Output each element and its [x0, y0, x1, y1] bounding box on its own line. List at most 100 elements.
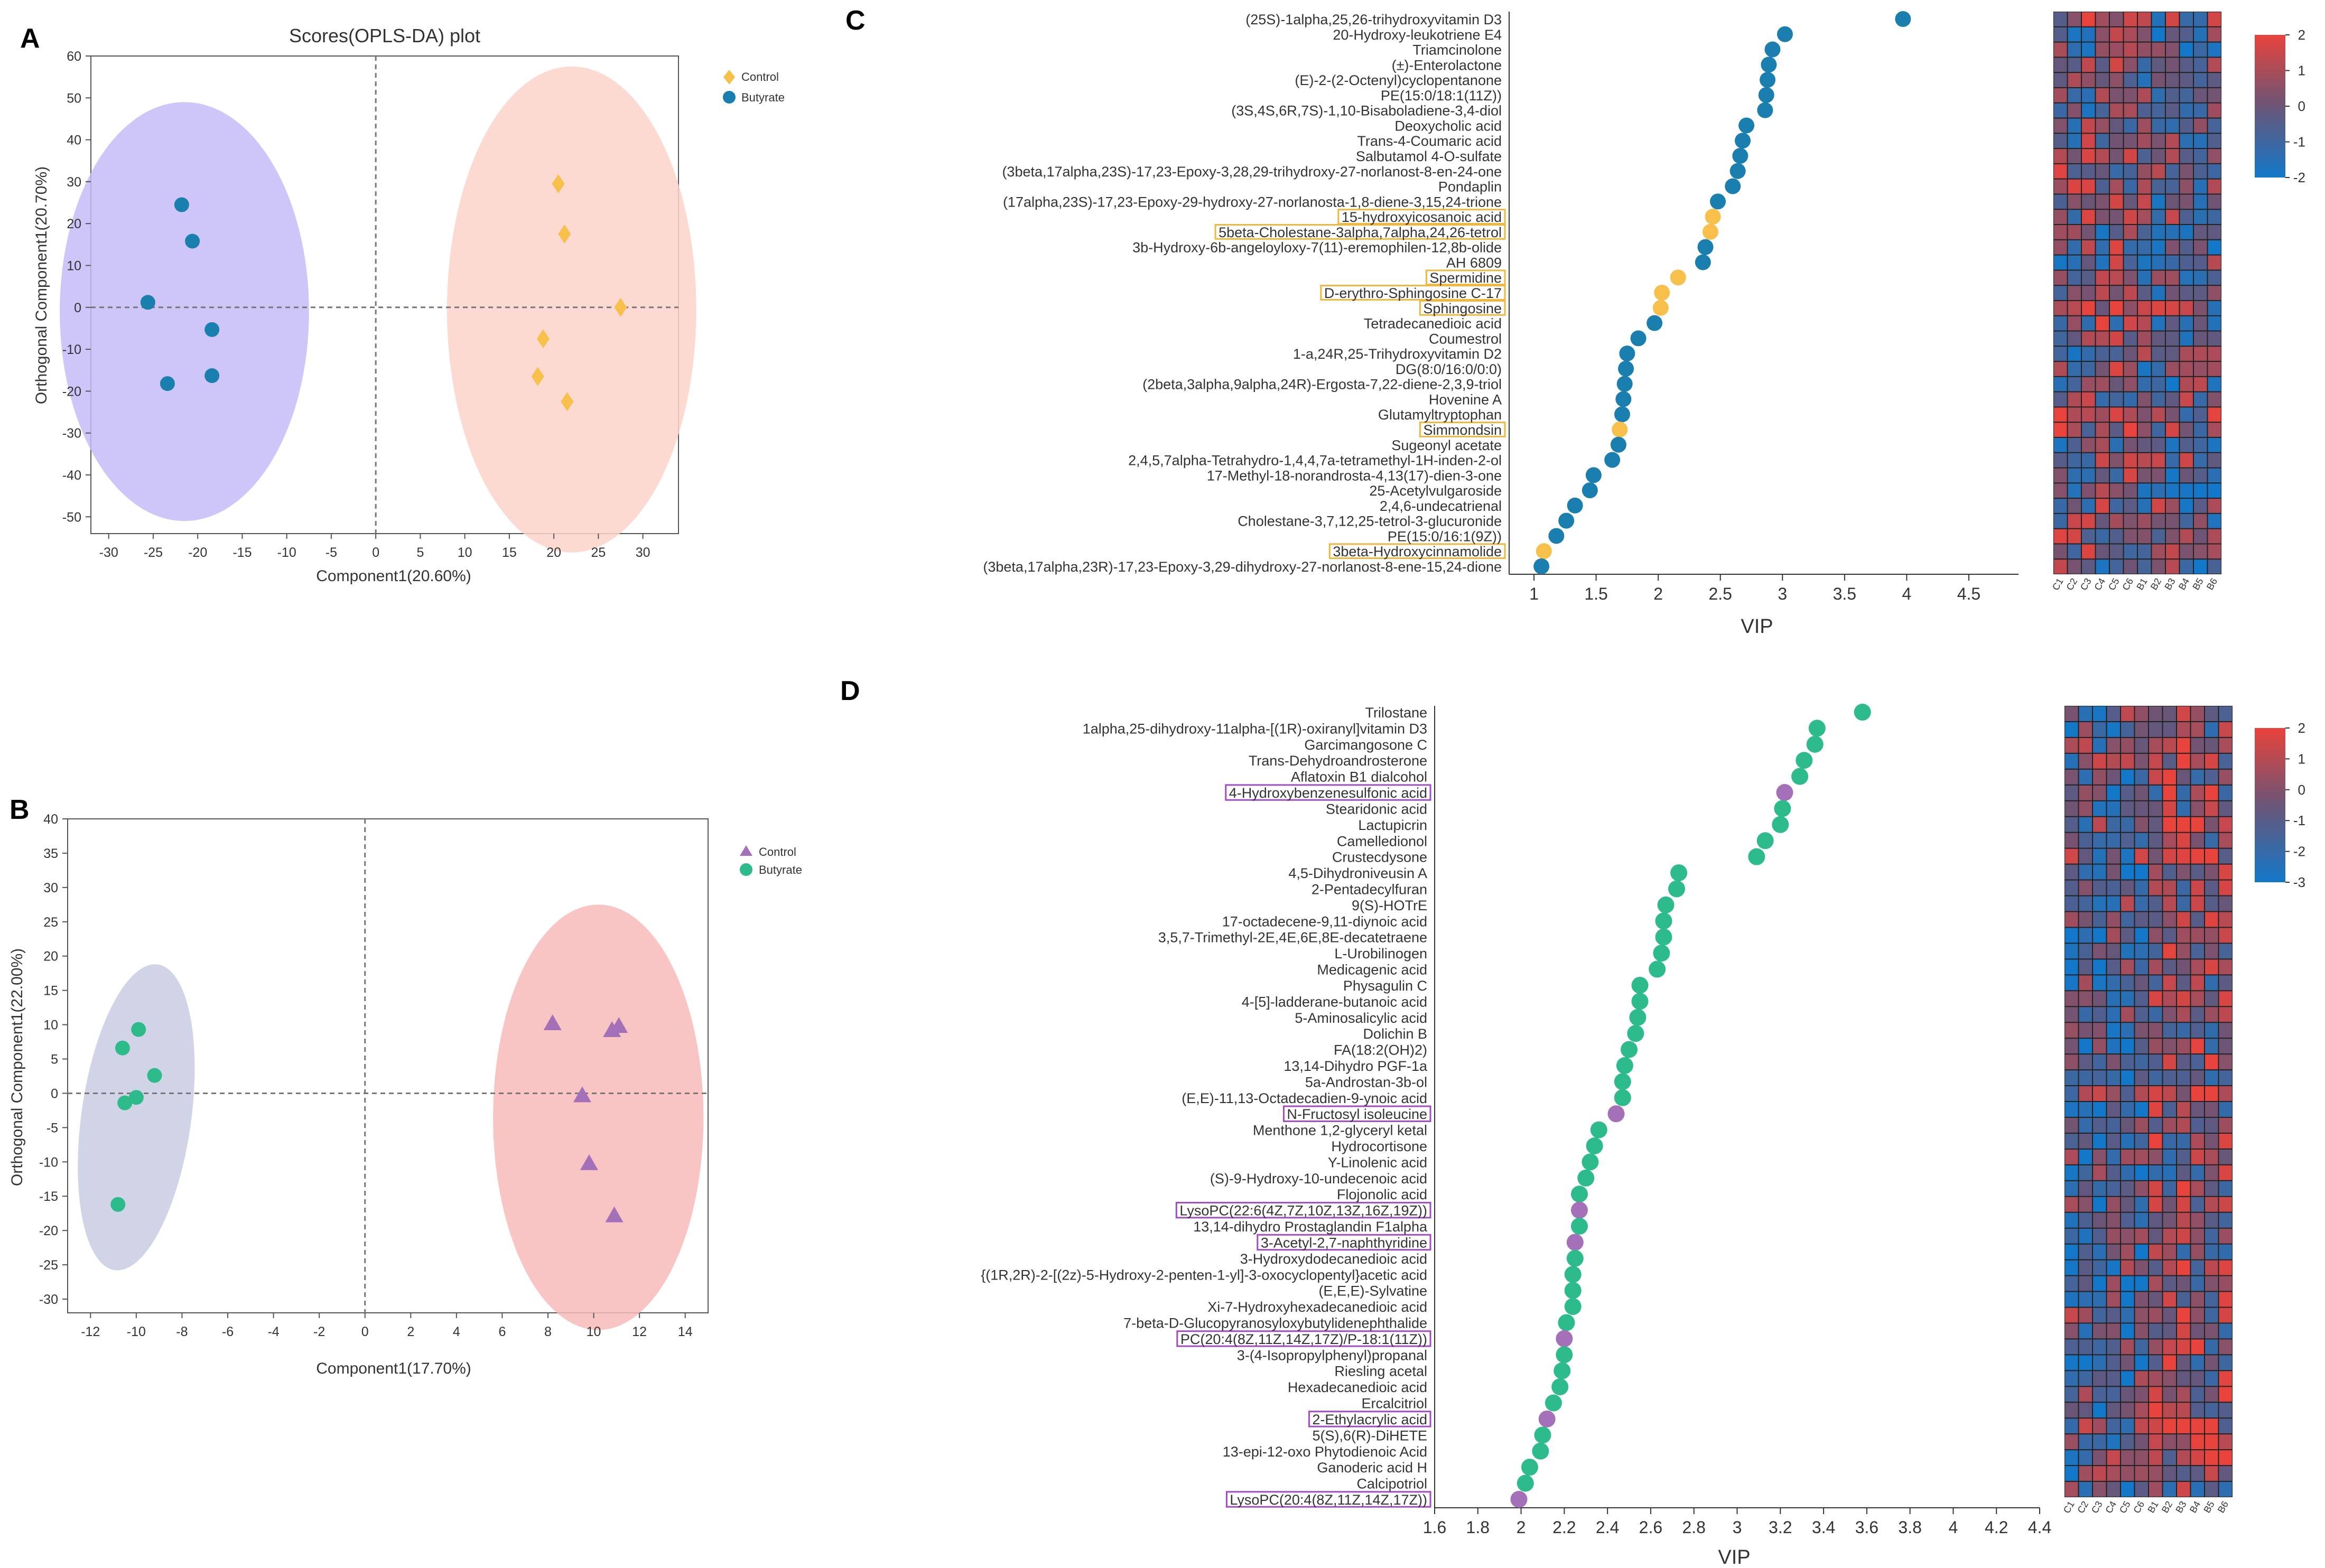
heatmap-cell	[2191, 1403, 2204, 1418]
heatmap-cell	[2180, 270, 2193, 285]
heatmap-column-label: C4	[2092, 576, 2107, 592]
heatmap-cell	[2082, 42, 2095, 57]
heatmap-cell	[2205, 1070, 2218, 1086]
heatmap-cell	[2149, 769, 2162, 785]
heatmap-cell	[2191, 1276, 2204, 1291]
heatmap-cell	[2191, 1181, 2204, 1196]
colorbar-tick-label: -3	[2293, 874, 2305, 890]
heatmap-cell	[2135, 1181, 2148, 1196]
heatmap-cell	[2194, 255, 2207, 270]
heatmap-cell	[2124, 468, 2137, 483]
heatmap-cell	[2096, 499, 2109, 513]
heatmap-cell	[2079, 1260, 2092, 1275]
heatmap-cell	[2191, 738, 2204, 753]
heatmap-cell	[2065, 1023, 2078, 1038]
heatmap-cell	[2110, 194, 2123, 209]
heatmap-cell	[2219, 1339, 2232, 1355]
heatmap-cell	[2149, 1244, 2162, 1259]
heatmap-cell	[2093, 1070, 2106, 1086]
heatmap-cell	[2180, 437, 2193, 452]
heatmap-cell	[2149, 833, 2162, 848]
heatmap-cell	[2093, 928, 2106, 943]
heatmap-cell	[2121, 1102, 2134, 1117]
heatmap-cell	[2093, 1117, 2106, 1133]
heatmap-cell	[2068, 73, 2081, 87]
heatmap-cell	[2138, 362, 2151, 376]
panel-b-zero-lines	[68, 819, 708, 1313]
heatmap-cell	[2096, 544, 2109, 559]
heatmap-cell	[2191, 1086, 2204, 1101]
colorbar-gradient	[2255, 35, 2285, 178]
heatmap-cell	[2219, 1133, 2232, 1149]
heatmap-cell	[2180, 255, 2193, 270]
heatmap-cell	[2138, 468, 2151, 483]
heatmap-cell	[2180, 544, 2193, 559]
heatmap-cell	[2068, 514, 2081, 528]
panel-b-ellipses	[78, 904, 704, 1330]
heatmap-cell	[2107, 1323, 2120, 1339]
heatmap-cell	[2208, 437, 2221, 452]
vip-tick-label: 1.5	[1584, 584, 1607, 603]
heatmap-cell	[2138, 529, 2151, 544]
metabolite-label: Cholestane-3,7,12,25-tetrol-3-glucuronid…	[1238, 514, 1502, 529]
x-tick-label: 14	[678, 1324, 693, 1339]
heatmap-cell	[2124, 225, 2137, 239]
heatmap-cell	[2096, 149, 2109, 163]
heatmap-cell	[2152, 240, 2165, 255]
x-tick-label: -15	[232, 545, 252, 560]
metabolite-label: L-Urobilinogen	[1334, 946, 1427, 962]
heatmap-cell	[2138, 194, 2151, 209]
heatmap-cell	[2124, 499, 2137, 513]
metabolite-label: Hexadecanedioic acid	[1288, 1379, 1427, 1395]
heatmap-cell	[2149, 848, 2162, 864]
heatmap-cell	[2191, 753, 2204, 769]
heatmap-cell	[2191, 959, 2204, 975]
heatmap-cell	[2205, 944, 2218, 959]
highlight-box	[1175, 1201, 1431, 1219]
vip-point	[1554, 1362, 1571, 1379]
heatmap-cell	[2135, 1466, 2148, 1481]
metabolite-label: Flojonolic acid	[1337, 1187, 1427, 1202]
heatmap-cell	[2180, 42, 2193, 57]
heatmap-cell	[2110, 347, 2123, 361]
heatmap-cell	[2054, 423, 2067, 437]
heatmap-cell	[2093, 753, 2106, 769]
heatmap-cell	[2163, 1181, 2176, 1196]
heatmap-cell	[2205, 1371, 2218, 1386]
heatmap-cell	[2219, 928, 2232, 943]
heatmap-cell	[2208, 270, 2221, 285]
heatmap-cell	[2082, 559, 2095, 574]
heatmap-cell	[2107, 1228, 2120, 1244]
heatmap-cell	[2054, 407, 2067, 422]
heatmap-cell	[2079, 1418, 2092, 1434]
heatmap-cell	[2194, 73, 2207, 87]
heatmap-cell	[2107, 880, 2120, 895]
heatmap-cell	[2096, 73, 2109, 87]
heatmap-cell	[2194, 347, 2207, 361]
heatmap-cell	[2180, 559, 2193, 574]
heatmap-cell	[2180, 149, 2193, 163]
vip-point	[1695, 254, 1711, 270]
heatmap-cell	[2152, 437, 2165, 452]
heatmap-cell	[2177, 817, 2190, 832]
heatmap-cell	[2219, 1070, 2232, 1086]
metabolite-label: Coumestrol	[1429, 331, 1502, 347]
heatmap-cell	[2208, 103, 2221, 118]
heatmap-cell	[2093, 1418, 2106, 1434]
x-tick-label: -30	[99, 545, 118, 560]
heatmap-cell	[2079, 1039, 2092, 1054]
heatmap-cell	[2082, 301, 2095, 315]
heatmap-cell	[2079, 738, 2092, 753]
heatmap-cell	[2152, 468, 2165, 483]
heatmap-cell	[2124, 134, 2137, 148]
heatmap-cell	[2121, 1197, 2134, 1212]
heatmap-cell	[2121, 1007, 2134, 1022]
heatmap-cell	[2180, 12, 2193, 26]
heatmap-cell	[2194, 377, 2207, 391]
heatmap-cell	[2096, 240, 2109, 255]
heatmap-cell	[2177, 975, 2190, 991]
heatmap-cell	[2138, 559, 2151, 574]
heatmap-cell	[2093, 1228, 2106, 1244]
heatmap-cell	[2093, 1292, 2106, 1307]
heatmap-cell	[2124, 316, 2137, 331]
